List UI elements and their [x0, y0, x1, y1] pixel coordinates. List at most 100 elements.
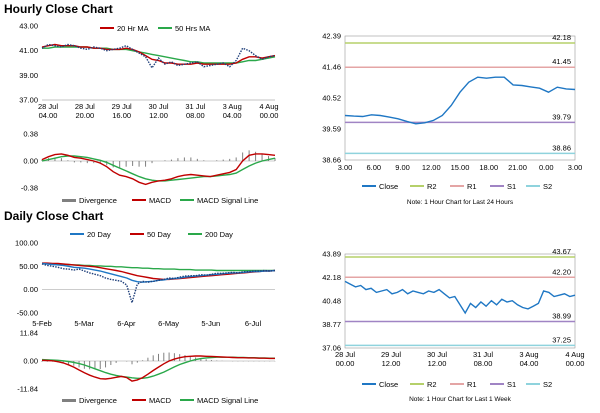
daily-levels-xtick-time: 12.00 — [382, 359, 401, 368]
hourly-levels-r2-label: 42.18 — [552, 33, 571, 42]
daily-levels-close-line — [344, 280, 576, 315]
hourly-macd-chart: 0.38 0.00 -0.38 Divergence MACD MACD Signal L… — [21, 130, 276, 205]
daily-price-xtick: 6-Apr — [117, 319, 136, 328]
hourly-levels-r1-label: 41.45 — [552, 57, 571, 66]
hourly-price-xtick-day: 28 Jul — [38, 102, 58, 111]
daily-levels-legend-r1: R1 — [467, 380, 477, 389]
hourly-price-xtick-day: 30 Jul — [148, 102, 168, 111]
hourly-levels-ytick: 39.59 — [322, 125, 341, 134]
daily-levels-xtick-time: 12.00 — [428, 359, 447, 368]
daily-section-title: Daily Close Chart — [4, 209, 104, 223]
hourly-price-xtick-day: 31 Jul — [185, 102, 205, 111]
daily-levels-xtick-day: 28 Jul — [335, 350, 355, 359]
daily-macd-chart: 11.84 0.00 -11.84 Divergence MACD MACD Signal… — [17, 329, 276, 405]
hourly-levels-close-line — [344, 76, 576, 125]
hourly-levels-xtick: 12.00 — [422, 163, 441, 172]
hourly-levels-s1-label: 39.79 — [552, 112, 571, 121]
daily-macd-legend-signal: MACD Signal Line — [197, 396, 258, 405]
hourly-levels-xtick: 0.00 — [539, 163, 554, 172]
daily-levels-ytick: 37.06 — [322, 344, 341, 353]
hourly-macd-legend-signal: MACD Signal Line — [197, 196, 258, 205]
daily-macd-legend-divergence-swatch — [62, 399, 76, 402]
hourly-macd-signal-line — [41, 155, 276, 182]
daily-levels-ytick: 38.77 — [322, 320, 341, 329]
daily-levels-r1-label: 42.20 — [552, 267, 571, 276]
daily-macd-ytick: -11.84 — [17, 385, 38, 394]
hourly-levels-s2-label: 38.86 — [552, 143, 571, 152]
daily-price-ytick: 50.00 — [19, 262, 38, 271]
hourly-levels-legend-close: Close — [379, 182, 398, 191]
daily-levels-legend-s2: S2 — [543, 380, 552, 389]
legend-50hrs-ma: 50 Hrs MA — [175, 24, 210, 33]
hourly-price-ytick: 41.00 — [19, 46, 38, 55]
hourly-price-xtick-day: 4 Aug — [259, 102, 278, 111]
daily-levels-ytick: 43.89 — [322, 250, 341, 259]
daily-macd-macd-line — [41, 355, 275, 382]
hourly-levels-legend-r1: R1 — [467, 182, 477, 191]
hourly-levels-chart: 42.39 41.46 40.52 39.59 38.66 42.18 41.45 39.79… — [322, 32, 582, 207]
ma20-line — [41, 43, 276, 65]
hourly-macd-ytick: -0.38 — [21, 184, 38, 193]
hourly-price-line — [41, 43, 276, 70]
hourly-macd-ytick: 0.38 — [23, 130, 38, 139]
legend-20hr-ma: 20 Hr MA — [117, 24, 149, 33]
daily-macd-legend-divergence: Divergence — [79, 396, 117, 405]
hourly-macd-legend-macd: MACD — [149, 196, 172, 205]
daily-levels-plot-frame — [344, 253, 576, 349]
daily-price-xtick: 5-Feb — [32, 319, 52, 328]
hourly-levels-ytick: 42.39 — [322, 32, 341, 41]
daily-levels-xtick-day: 4 Aug — [565, 350, 584, 359]
daily-levels-xtick-day: 30 Jul — [427, 350, 447, 359]
hourly-levels-xtick: 18.00 — [479, 163, 498, 172]
hourly-levels-xtick: 9.00 — [395, 163, 410, 172]
daily-levels-ytick: 42.18 — [322, 273, 341, 282]
hourly-levels-ytick: 40.52 — [322, 94, 341, 103]
hourly-price-ytick: 39.00 — [19, 71, 38, 80]
hourly-levels-xtick: 21.00 — [508, 163, 527, 172]
hourly-levels-legend-s1: S1 — [507, 182, 516, 191]
hourly-price-xtick-time: 08.00 — [186, 111, 205, 120]
daily-levels-chart: 43.89 42.18 40.48 38.77 37.06 43.67 42.20 38.99… — [322, 247, 585, 403]
legend-50-day: 50 Day — [147, 230, 171, 239]
daily-levels-legend-close: Close — [379, 380, 398, 389]
hourly-price-xtick-time: 04.00 — [39, 111, 58, 120]
hourly-price-xtick-time: 20.00 — [75, 111, 94, 120]
hourly-price-xtick-time: 04.00 — [223, 111, 242, 120]
hourly-price-xtick-day: 28 Jul — [75, 102, 95, 111]
hourly-levels-legend-r2: R2 — [427, 182, 437, 191]
hourly-levels-plot-frame — [344, 35, 576, 161]
hourly-price-ytick: 37.00 — [19, 96, 38, 105]
hourly-levels-xtick: 6.00 — [366, 163, 381, 172]
daily-price-line — [41, 263, 276, 306]
daily-price-xtick: 5-Mar — [74, 319, 94, 328]
daily-macd-ytick: 11.84 — [20, 329, 38, 338]
daily-price-ytick: 0.00 — [23, 285, 38, 294]
ma50-day-line — [42, 262, 276, 281]
hourly-levels-ytick: 41.46 — [322, 62, 341, 71]
hourly-macd-macd-line — [41, 153, 276, 186]
hourly-macd-ytick: 0.00 — [23, 157, 38, 166]
hourly-macd-legend-divergence-swatch — [62, 199, 76, 202]
daily-levels-xtick-time: 00.00 — [336, 359, 355, 368]
hourly-price-xtick-time: 12.00 — [149, 111, 168, 120]
daily-levels-xtick-time: 08.00 — [474, 359, 493, 368]
daily-levels-xtick-day: 3 Aug — [519, 350, 538, 359]
daily-price-ma-chart: 100.00 50.00 0.00 -50.005-Feb 5-Mar 6-Apr 6-Ma… — [15, 230, 276, 328]
hourly-section-title: Hourly Close Chart — [4, 2, 113, 16]
hourly-price-xtick-time: 00.00 — [260, 111, 279, 120]
hourly-price-xtick-time: 16.00 — [112, 111, 131, 120]
hourly-price-xtick-day: 3 Aug — [223, 102, 242, 111]
daily-levels-note: Note: 1 Hour Chart for Last 1 Week — [409, 396, 512, 403]
hourly-levels-ytick: 38.66 — [322, 156, 341, 165]
daily-levels-xtick-day: 29 Jul — [381, 350, 401, 359]
hourly-macd-legend-divergence: Divergence — [79, 196, 117, 205]
daily-macd-ytick: 0.00 — [23, 357, 38, 366]
daily-levels-legend-r2: R2 — [427, 380, 437, 389]
daily-levels-xtick-day: 31 Jul — [473, 350, 493, 359]
daily-levels-xtick-time: 00.00 — [566, 359, 585, 368]
daily-price-xtick: 6-Jul — [245, 319, 262, 328]
daily-levels-xtick-time: 04.00 — [520, 359, 539, 368]
daily-levels-s1-label: 38.99 — [552, 311, 571, 320]
daily-levels-legend-s1: S1 — [507, 380, 516, 389]
